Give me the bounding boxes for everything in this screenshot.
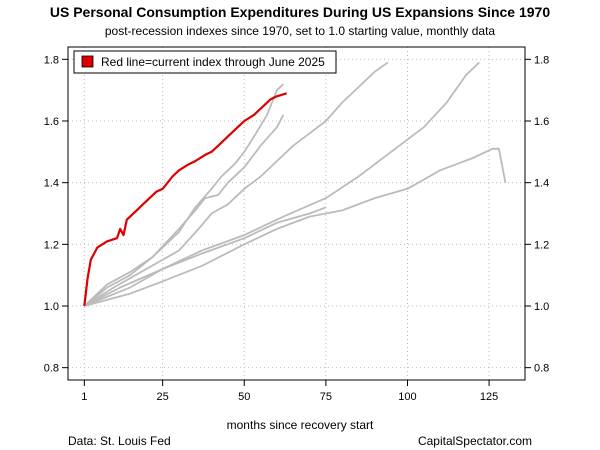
- series-line-past: [83, 83, 285, 307]
- y-tick-label: 1.6: [44, 116, 59, 128]
- y-tick-label: 1.8: [44, 54, 59, 66]
- y-tick-label: 0.8: [44, 363, 59, 375]
- series-line-past: [83, 61, 480, 307]
- grid-lines: [68, 47, 525, 380]
- series-line-past: [83, 114, 285, 307]
- series-line-past: [83, 61, 389, 307]
- y-tick-label-right: 1.8: [534, 54, 549, 66]
- y-tick-label-right: 1.2: [534, 239, 549, 251]
- series-line-past: [84, 147, 507, 307]
- plot-frame: [67, 46, 526, 381]
- x-tick-label: 1: [81, 391, 87, 403]
- x-tick-label: 25: [157, 391, 169, 403]
- x-tick-label: 75: [320, 391, 332, 403]
- x-tick-label: 50: [238, 391, 250, 403]
- y-tick-label: 1.4: [44, 178, 59, 190]
- source-note: Data: St. Louis Fed: [68, 434, 171, 448]
- x-tick-label: 125: [480, 391, 498, 403]
- x-tick-label: 100: [398, 391, 416, 403]
- x-axis-label: months since recovery start: [226, 418, 374, 432]
- legend-swatch: [81, 55, 94, 68]
- y-tick-label-right: 1.0: [534, 301, 549, 313]
- series-group: [83, 61, 507, 307]
- chart-title: US Personal Consumption Expenditures Dur…: [49, 4, 551, 20]
- series-line-past: [83, 206, 327, 307]
- legend-box: [73, 50, 337, 74]
- y-tick-label-right: 1.6: [534, 116, 549, 128]
- series-line-current: [83, 92, 288, 307]
- y-tick-label-right: 1.4: [534, 178, 549, 190]
- credit-note: CapitalSpectator.com: [417, 434, 532, 448]
- legend-label: Red line=current index through June 2025: [101, 55, 325, 69]
- y-tick-label-right: 0.8: [534, 363, 549, 375]
- legend: Red line=current index through June 2025: [73, 50, 337, 74]
- y-tick-label: 1.2: [44, 239, 59, 251]
- y-tick-label: 1.0: [44, 301, 59, 313]
- chart-subtitle: post-recession indexes since 1970, set t…: [104, 24, 496, 38]
